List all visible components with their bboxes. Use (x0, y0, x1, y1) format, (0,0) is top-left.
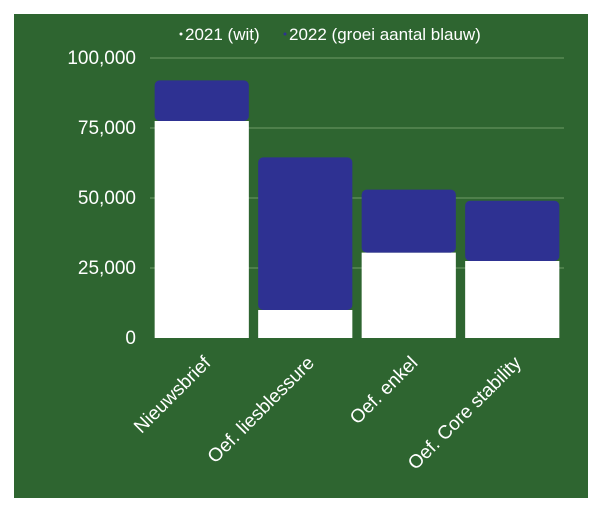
y-tick-label: 25,000 (78, 258, 136, 279)
legend-marker-2021 (179, 32, 183, 36)
chart-panel: 0 25,000 50,000 75,000 100,000 Nieuwsbrief Oe… (14, 14, 588, 498)
y-tick-label: 0 (125, 328, 136, 349)
legend-label-2022: 2022 (groei aantal blauw) (289, 25, 481, 44)
bar-2021-2 (258, 310, 353, 338)
y-tick-label: 75,000 (78, 118, 136, 139)
bar-2022-4 (465, 200, 560, 261)
bar-2022-1 (154, 80, 249, 121)
legend-label-2021: 2021 (wit) (185, 25, 260, 44)
bar-2022-3 (361, 189, 456, 253)
y-tick-label: 50,000 (78, 188, 136, 209)
bars (154, 80, 560, 338)
y-axis-ticks: 0 25,000 50,000 75,000 100,000 (67, 48, 136, 349)
legend: 2021 (wit) 2022 (groei aantal blauw) (179, 25, 481, 44)
bar-2021-3 (361, 252, 456, 338)
bar-2021-4 (465, 261, 560, 338)
bar-2021-1 (154, 121, 249, 338)
y-tick-label: 100,000 (67, 48, 136, 69)
legend-marker-2022 (283, 32, 287, 36)
bar-2022-2 (258, 157, 353, 310)
